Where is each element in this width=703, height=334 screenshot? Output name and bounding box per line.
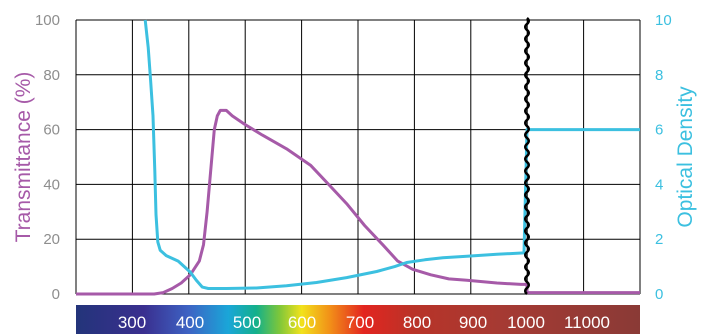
right-tick-label: 0: [655, 286, 663, 303]
wavelength-tick-label: 800: [403, 313, 431, 332]
optical-density-line: [143, 19, 640, 290]
wavelength-tick-label: 900: [459, 313, 487, 332]
wavelength-tick-label: 300: [118, 313, 146, 332]
left-tick-label: 100: [35, 12, 60, 29]
left-axis-label: Transmittance (%): [12, 72, 35, 243]
right-tick-label: 4: [655, 176, 663, 193]
left-tick-label: 0: [52, 286, 60, 303]
right-tick-label: 2: [655, 231, 663, 248]
wavelength-labels: 300 400 500 600 700 800 900 1000 11000: [118, 313, 610, 332]
left-tick-label: 80: [43, 67, 60, 84]
right-tick-label: 10: [655, 12, 672, 29]
left-tick-label: 40: [43, 176, 60, 193]
wavelength-tick-label: 400: [176, 313, 204, 332]
wavelength-tick-label: 1000: [507, 313, 545, 332]
right-tick-label: 6: [655, 122, 663, 139]
right-tick-label: 8: [655, 67, 663, 84]
right-axis-ticks: 0 2 4 6 8 10: [655, 12, 672, 303]
right-axis-label: Optical Density: [674, 86, 697, 228]
series-layer: [76, 19, 640, 296]
spectrum-bar: [76, 305, 640, 334]
left-tick-label: 60: [43, 122, 60, 139]
wavelength-tick-label: 600: [288, 313, 316, 332]
wavelength-tick-label: 500: [233, 313, 261, 332]
grid: [75, 19, 641, 295]
left-tick-label: 20: [43, 231, 60, 248]
wavelength-tick-label: 700: [346, 313, 374, 332]
axis-break-wavy-line: [524, 17, 530, 295]
wavelength-tick-label: 11000: [564, 313, 610, 332]
left-axis-ticks: 0 20 40 60 80 100: [35, 12, 60, 303]
transmittance-line: [76, 108, 640, 296]
